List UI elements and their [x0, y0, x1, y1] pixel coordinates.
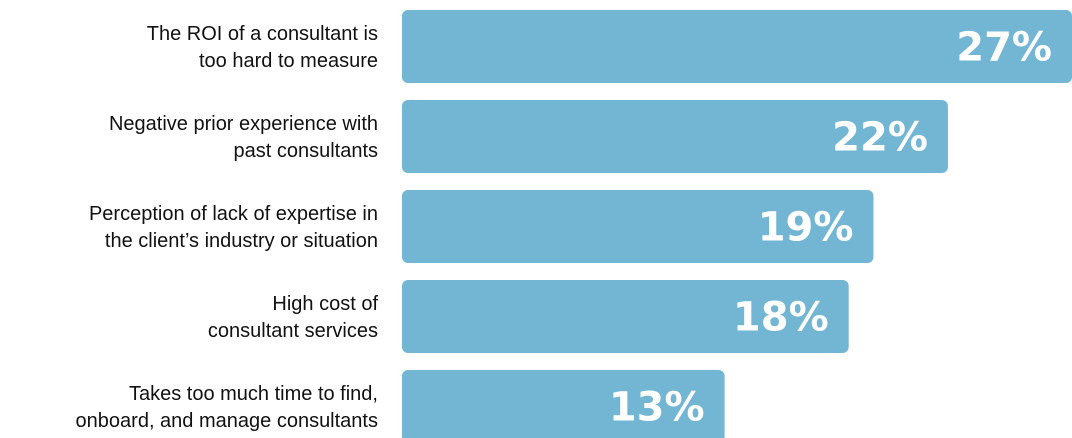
bar-row: 22% Negative prior experience with past co…: [109, 100, 948, 173]
bar-value-label: 18%: [733, 295, 829, 341]
category-label: Negative prior experience with past consu…: [109, 113, 378, 162]
category-label-line: Negative prior experience with: [109, 113, 378, 135]
bar: [402, 370, 725, 438]
bar-value-label: 19%: [758, 205, 854, 251]
category-label-line: The ROI of a consultant is: [147, 23, 378, 45]
category-label: Perception of lack of expertise in the cl…: [89, 203, 378, 252]
category-label-line: consultant services: [208, 320, 378, 342]
category-label-line: High cost of: [272, 293, 378, 315]
bar: [402, 10, 1072, 83]
bar-row: 18% High cost of consultant services: [208, 280, 849, 353]
bar-row: 27% The ROI of a consultant is too hard to…: [147, 10, 1072, 83]
category-label: The ROI of a consultant is too hard to me…: [147, 23, 378, 72]
category-label: High cost of consultant services: [208, 293, 379, 342]
category-label-line: the client’s industry or situation: [105, 230, 378, 252]
category-label-line: onboard, and manage consultants: [76, 410, 378, 432]
category-label-line: Takes too much time to find,: [129, 383, 378, 405]
bar-row: 19% Perception of lack of expertise in the…: [89, 190, 874, 263]
bar-row: 13% Takes too much time to find, onboard, …: [76, 370, 725, 438]
bar: [402, 100, 948, 173]
bar: [402, 280, 849, 353]
category-label-line: too hard to measure: [199, 50, 378, 72]
bar-value-label: 27%: [956, 25, 1052, 71]
bar-value-label: 22%: [832, 115, 928, 161]
bar-value-label: 13%: [609, 385, 705, 431]
category-label: Takes too much time to find, onboard, and…: [76, 383, 378, 432]
bar: [402, 190, 874, 263]
category-label-line: Perception of lack of expertise in: [89, 203, 378, 225]
category-label-line: past consultants: [233, 140, 378, 162]
